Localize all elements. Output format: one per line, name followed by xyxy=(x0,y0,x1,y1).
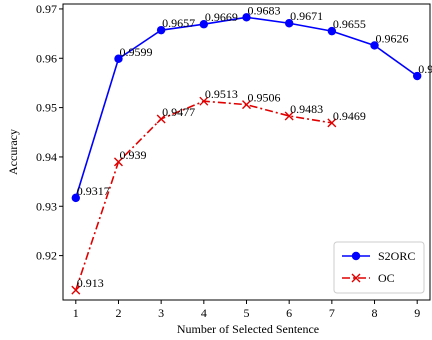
s2orc-data-label: 0.9671 xyxy=(290,9,323,23)
x-axis-title: Number of Selected Sentence xyxy=(177,322,319,336)
oc-point xyxy=(156,114,166,124)
s2orc-point xyxy=(71,193,81,203)
oc-series-line xyxy=(75,100,332,291)
y-tick-label: 0.95 xyxy=(36,101,57,115)
s2orc-point xyxy=(156,25,166,35)
s2orc-data-label: 0.9317 xyxy=(77,184,110,198)
x-marker-stroke xyxy=(242,100,251,110)
x-marker-stroke xyxy=(113,157,123,167)
oc-data-label: 0.9469 xyxy=(333,109,366,123)
oc-point xyxy=(71,285,81,295)
oc-data-label: 0.9506 xyxy=(248,91,281,105)
s2orc-data-label: 0.9564 xyxy=(418,62,432,76)
x-marker-stroke xyxy=(327,118,337,128)
x-tick-label: 2 xyxy=(115,306,121,320)
oc-point xyxy=(113,157,123,167)
s2orc-data-label: 0.9599 xyxy=(119,45,152,59)
oc-data-label: 0.9477 xyxy=(162,105,195,119)
s2orc-point xyxy=(412,71,422,81)
oc-data-label: 0.9513 xyxy=(205,87,238,101)
x-marker-stroke xyxy=(284,111,294,121)
y-tick-label: 0.92 xyxy=(36,249,57,263)
oc-data-label: 0.9483 xyxy=(290,102,323,116)
s2orc-point xyxy=(327,26,337,36)
legend: S2ORC OC xyxy=(333,241,425,294)
s2orc-data-label: 0.9655 xyxy=(333,17,366,31)
oc-data-label: 0.939 xyxy=(119,148,146,162)
s2orc-point xyxy=(242,13,251,22)
y-tick-label: 0.96 xyxy=(36,51,57,65)
oc-point xyxy=(199,96,209,106)
legend-oc-label: OC xyxy=(378,271,395,285)
x-marker-stroke xyxy=(71,285,81,295)
s2orc-data-label: 0.9657 xyxy=(162,16,195,30)
x-tick-label: 8 xyxy=(372,306,378,320)
oc-point xyxy=(327,118,337,128)
x-tick-label: 5 xyxy=(244,306,250,320)
s2orc-point xyxy=(114,54,123,63)
x-tick-label: 3 xyxy=(158,306,164,320)
x-tick-label: 4 xyxy=(201,306,207,320)
oc-point xyxy=(284,111,294,121)
x-marker-stroke xyxy=(156,114,166,124)
s2orc-point xyxy=(370,41,379,50)
s2orc-data-label: 0.9669 xyxy=(205,10,238,24)
s2orc-point xyxy=(199,20,209,29)
s2orc-data-label: 0.9626 xyxy=(376,31,409,45)
oc-data-label: 0.913 xyxy=(77,276,104,290)
legend-s2orc-label: S2ORC xyxy=(378,249,415,263)
y-tick-label: 0.97 xyxy=(36,2,57,16)
oc-point xyxy=(242,100,251,110)
s2orc-point xyxy=(284,19,294,28)
x-tick-label: 6 xyxy=(286,306,292,320)
x-tick-label: 1 xyxy=(73,306,79,320)
y-tick-label: 0.93 xyxy=(36,199,57,213)
legend-oc-marker xyxy=(351,273,361,283)
x-marker-stroke xyxy=(351,273,361,283)
legend-s2orc-marker xyxy=(351,251,361,261)
y-tick-label: 0.94 xyxy=(36,150,57,164)
x-tick-label: 9 xyxy=(414,306,420,320)
x-tick-label: 7 xyxy=(329,306,335,320)
y-axis-title: Accuracy xyxy=(6,129,20,175)
x-marker-stroke xyxy=(199,96,209,106)
s2orc-data-label: 0.9683 xyxy=(248,3,281,17)
